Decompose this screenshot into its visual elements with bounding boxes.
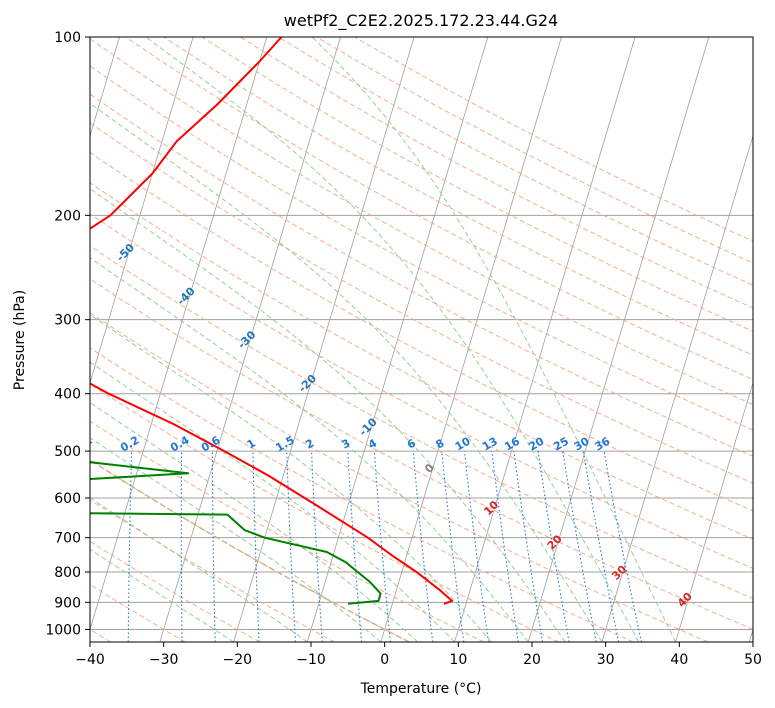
isotherm-label: -40: [175, 284, 198, 307]
isotherm-20: [527, 37, 710, 642]
isotherm-label: -30: [235, 328, 258, 351]
mixing-ratio-label: 0.1: [71, 434, 94, 455]
warm-isotherm-label: 20: [545, 532, 565, 552]
y-tick-label: 500: [54, 444, 81, 460]
moist-adiabat-15: [90, 313, 492, 642]
mixing-ratio-line: [311, 451, 323, 642]
warm-isotherm-label: 10: [481, 498, 501, 518]
isotherm-label: -10: [357, 415, 380, 438]
dry-adiabat-30: [90, 347, 634, 642]
moist-adiabat-25: [90, 188, 566, 642]
x-tick-label: 0: [380, 652, 389, 668]
mixing-ratio-line: [373, 451, 391, 642]
mixing-ratio-label: 2: [303, 437, 316, 452]
dry-adiabat-60: [90, 245, 753, 600]
y-axis-title: Pressure (hPa): [12, 290, 28, 390]
y-tick-label: 100: [54, 30, 81, 46]
moist-adiabat--20: [90, 548, 234, 642]
axes: −40 −30 −20 −10 0 10 20 30 40 50 100 200 300 400 500 60…: [45, 30, 762, 668]
dry-adiabat-90: [90, 151, 753, 512]
isotherm-10: [454, 37, 636, 642]
mixing-ratio-line: [252, 451, 260, 642]
profile-lines: [90, 37, 454, 605]
mixing-ratio-line: [603, 451, 642, 642]
dry-adiabat-120: [90, 65, 753, 431]
dry-adiabat-150: [163, 37, 753, 356]
isotherm--20: [233, 37, 415, 642]
y-tick-label: 400: [54, 387, 81, 403]
dry-adiabat-140: [125, 37, 753, 381]
dry-adiabat-50: [90, 278, 753, 630]
mixing-ratio-line: [286, 451, 297, 642]
mixing-ratio-label: 3: [339, 437, 352, 452]
y-tick-label: 300: [54, 313, 81, 329]
dry-adiabat-200: [354, 37, 753, 242]
mixing-ratio-line: [582, 451, 620, 642]
mixing-ratio-line: [180, 451, 183, 642]
warm-isotherm-label: 30: [609, 563, 629, 583]
mixing-ratio-line: [347, 451, 363, 642]
y-tick-label: 700: [54, 531, 81, 547]
temperature-profile: [90, 37, 454, 605]
x-tick-label: 50: [744, 652, 762, 668]
y-tick-label: 800: [54, 565, 81, 581]
isotherm-40: [675, 381, 753, 642]
isotherm--50: [90, 37, 194, 384]
moist-adiabat-10: [90, 361, 455, 642]
mixing-ratio-line: [441, 451, 465, 642]
moist-adiabat-35: [145, 37, 640, 642]
plot-frame: [89, 36, 754, 643]
mixing-ratio-line: [463, 451, 490, 642]
isotherm--30: [159, 37, 341, 642]
x-tick-label: −40: [75, 652, 105, 668]
dry-adiabat-100: [90, 122, 753, 484]
dry-adiabat--10: [90, 499, 335, 642]
mixing-ratio-line: [211, 451, 216, 642]
mixing-ratio-line: [513, 451, 544, 642]
moist-adiabat-30: [90, 102, 603, 642]
mixing-ratio-label: 4: [366, 436, 379, 451]
x-tick-label: −20: [223, 652, 253, 668]
mixing-ratio-line: [127, 451, 133, 642]
y-tick-label: 1000: [45, 622, 81, 638]
isotherm--40: [90, 37, 268, 631]
x-tick-label: 20: [523, 652, 541, 668]
isotherm-label: -70: [0, 154, 16, 177]
isotherm-label: -50: [114, 241, 137, 264]
dry-adiabat-160: [201, 37, 753, 332]
dry-adiabat-0: [90, 459, 410, 642]
dry-adiabat--20: [90, 540, 261, 642]
line-labels: 0.10.20.40.611.52346810131620253036-100-…: [0, 154, 695, 610]
dry-adiabat-170: [239, 37, 753, 309]
dry-adiabat-110: [90, 93, 753, 457]
x-tick-label: −10: [296, 652, 326, 668]
x-tick-label: 40: [670, 652, 688, 668]
x-tick-label: 30: [597, 652, 615, 668]
dry-adiabat-180: [278, 37, 753, 286]
x-axis-title: Temperature (°C): [360, 681, 482, 697]
dry-adiabat-20: [90, 383, 559, 642]
y-tick-label: 900: [54, 595, 81, 611]
chart-title: wetPf2_C2E2.2025.172.23.44.G24: [284, 11, 558, 31]
x-tick-label: 10: [449, 652, 467, 668]
isotherm-0: [380, 37, 562, 642]
warm-isotherm-label: 40: [675, 590, 695, 610]
dry-adiabat--30: [90, 584, 186, 642]
background-lines: [90, 37, 753, 642]
y-tick-label: 600: [54, 491, 81, 507]
isotherm-30: [601, 134, 753, 642]
y-tick-label: 200: [54, 208, 81, 224]
moist-adiabat-20: [90, 257, 529, 642]
dewpoint-profile: [90, 461, 382, 605]
mixing-ratio-label: 1: [245, 437, 258, 452]
dry-adiabat-80: [90, 182, 753, 540]
moist-adiabat-40: [311, 37, 677, 642]
mixing-ratio-line: [491, 451, 519, 642]
moist-adiabat--10: [90, 497, 308, 642]
mixing-ratio-line: [412, 451, 434, 642]
dry-adiabat-highlight: [90, 459, 410, 642]
x-tick-label: −30: [149, 652, 179, 668]
